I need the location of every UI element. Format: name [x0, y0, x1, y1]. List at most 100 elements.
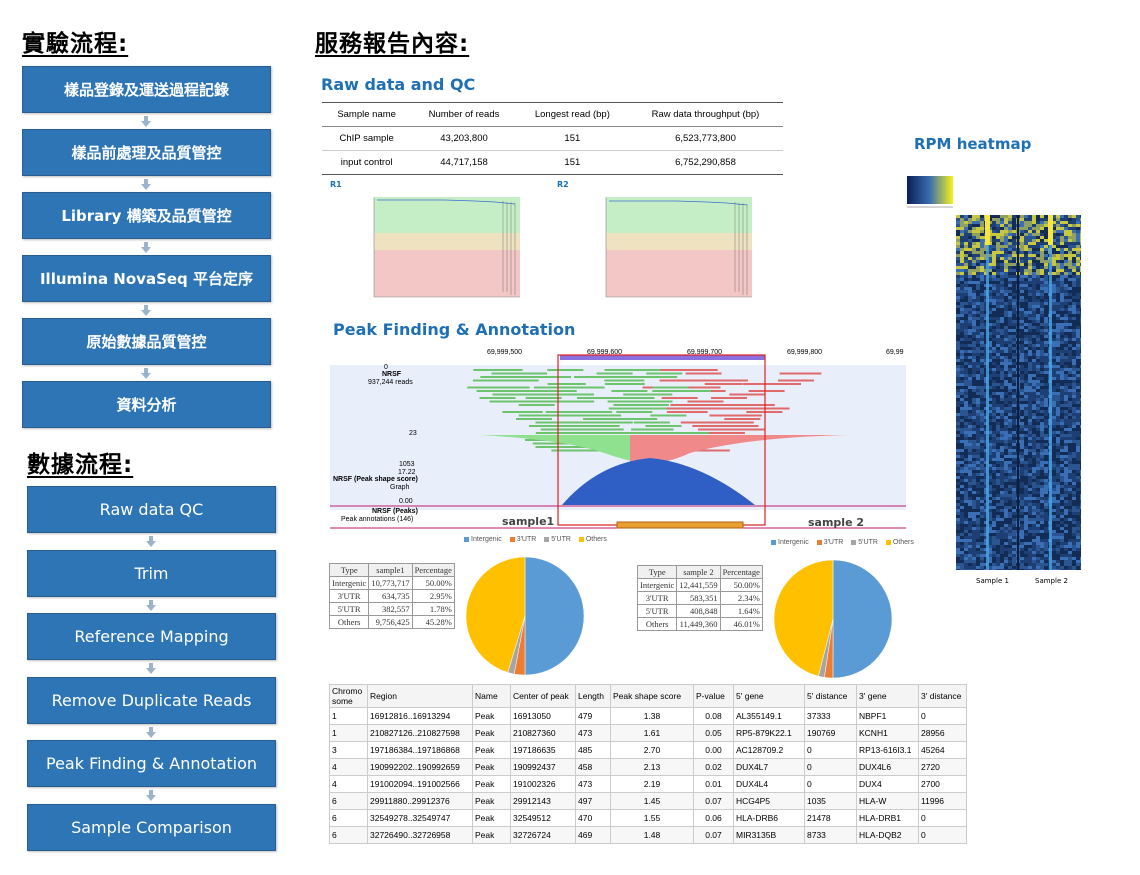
table-cell: 11996	[918, 792, 967, 810]
table-cell: 1.38	[610, 707, 694, 725]
track-nrsf: NRSF	[382, 371, 402, 378]
legend-swatch	[885, 539, 891, 545]
table-cell: Percentage	[411, 563, 455, 577]
peak-table-header-cell: 3' distance	[918, 684, 967, 708]
table-cell: Type	[636, 565, 678, 579]
peak-table: Chromo some Region Name Center of peak L…	[329, 684, 967, 844]
down-arrow-icon	[140, 368, 151, 379]
peak-table-header-cell: Region	[367, 684, 473, 708]
table-cell: 470	[575, 809, 611, 827]
table-cell: 0	[804, 741, 857, 759]
table-cell: 1	[329, 724, 368, 742]
down-arrow-icon	[145, 599, 156, 611]
table-cell: DUX4L7	[733, 758, 805, 776]
table-cell: 2720	[918, 758, 967, 776]
table-cell: 9,756,425	[368, 615, 413, 629]
table-cell: 190992202..190992659	[367, 758, 473, 776]
table-cell: 1.45	[610, 792, 694, 810]
table-cell: 210827360	[510, 724, 576, 742]
table-cell: 0.05	[693, 724, 734, 742]
table-cell: 32549512	[510, 809, 576, 827]
peak-table-header-cell: P-value	[693, 684, 734, 708]
table-cell: DUX4L4	[733, 775, 805, 793]
table-cell: 3'UTR	[636, 591, 678, 605]
table-row: Others 11,449,360 46.01%	[636, 617, 763, 631]
table-cell: 197186384..197186868	[367, 741, 473, 759]
table-cell: 0	[918, 707, 967, 725]
down-arrow-icon	[140, 305, 151, 316]
table-cell: Percentage	[719, 565, 763, 579]
pie-slice-others	[465, 556, 526, 673]
table-cell: 37333	[804, 707, 857, 725]
table-cell: 0.07	[693, 792, 734, 810]
table-row: 3 197186384..197186868 Peak 197186635 485 2.7…	[329, 741, 967, 759]
table-cell: 32549278..32549747	[367, 809, 473, 827]
peak-section-title: Peak Finding & Annotation	[333, 320, 576, 339]
down-arrow-icon	[145, 536, 156, 548]
peak-table-header-cell: Center of peak	[510, 684, 576, 708]
table-row: 1 16912816..16913294 Peak 16913050 479 1.38 0.…	[329, 707, 967, 725]
track-23: 23	[409, 430, 417, 437]
table-cell: 1035	[804, 792, 857, 810]
table-cell: 12,441,559	[676, 578, 721, 592]
table-cell: RP13-616I3.1	[856, 741, 919, 759]
raw-qc-cell: ChIP sample	[339, 133, 394, 144]
table-cell: 45264	[918, 741, 967, 759]
table-cell: 1.64%	[719, 604, 763, 618]
peak-table-header-cell: 3' gene	[856, 684, 919, 708]
table-row: 4 191002094..191002566 Peak 191002326 473 2.1…	[329, 775, 967, 793]
table-cell: 2.34%	[719, 591, 763, 605]
table-cell: 1.48	[610, 826, 694, 844]
table-cell: HLA-DRB1	[856, 809, 919, 827]
experiment_steps-step: 樣品前處理及品質管控	[22, 129, 271, 176]
legend-label: 5'UTR	[858, 539, 878, 546]
down-arrow-icon	[140, 116, 151, 127]
sample1-table: Type sample1 Percentage Intergenic 10,773…	[328, 563, 455, 629]
table-cell: 0.07	[693, 826, 734, 844]
raw-qc-cell: 151	[564, 133, 581, 144]
peak-table-header-cell: Chromo some	[329, 684, 368, 708]
peak-table-header-cell: Length	[575, 684, 611, 708]
table-cell: 32726724	[510, 826, 576, 844]
table-cell: 479	[575, 707, 611, 725]
table-cell: 2.95%	[411, 589, 455, 603]
data_steps-step: Sample Comparison	[27, 803, 276, 851]
coord-label: 69,99	[886, 349, 904, 356]
table-cell: Peak	[472, 792, 511, 810]
data_steps-step: Raw data QC	[27, 486, 276, 533]
table-cell: 29911880..29912376	[367, 792, 473, 810]
browser-tracks	[330, 354, 906, 529]
table-cell: KCNH1	[856, 724, 919, 742]
table-cell: 32726490..32726958	[367, 826, 473, 844]
table-row: 6 32726490..32726958 Peak 32726724 469 1.48 0.…	[329, 826, 967, 844]
table-cell: Peak	[472, 741, 511, 759]
table-cell: HLA-DQB2	[856, 826, 919, 844]
table-row: 5'UTR 382,557 1.78%	[328, 602, 455, 616]
raw-qc-header-cell: Raw data throughput (bp)	[627, 102, 783, 127]
table-cell: 2.19	[610, 775, 694, 793]
table-cell: 0.06	[693, 809, 734, 827]
track-shape-score: NRSF (Peak shape score)	[333, 476, 418, 483]
table-cell: Peak	[472, 826, 511, 844]
track-1053: 1053	[399, 461, 415, 468]
table-cell: 4	[329, 775, 368, 793]
raw-qc-header-cell: Number of reads	[411, 102, 517, 127]
table-cell: 583,351	[676, 591, 721, 605]
table-row: Others 9,756,425 45.28%	[328, 615, 455, 629]
table-cell: DUX4	[856, 775, 919, 793]
data_steps-step: Reference Mapping	[27, 613, 276, 660]
table-cell: 0	[804, 758, 857, 776]
rpm-heatmap	[956, 215, 1081, 570]
experiment_steps-step: 樣品登錄及運送過程記錄	[22, 66, 271, 113]
down-arrow-icon	[145, 790, 156, 802]
table-cell: 469	[575, 826, 611, 844]
raw-qc-cell: 6,752,290,858	[627, 150, 783, 175]
table-cell: 210827126..210827598	[367, 724, 473, 742]
table-cell: 28956	[918, 724, 967, 742]
raw-qc-row: ChIP sample 43,203,800 151 6,523,773,800	[322, 127, 783, 151]
raw-qc-cell: 43,203,800	[440, 133, 488, 144]
table-cell: 46.01%	[719, 617, 763, 631]
coord-label: 69,999,600	[587, 349, 623, 356]
raw-qc-table: Sample name Number of reads Longest read…	[322, 102, 783, 175]
peak-table-header-cell: 5' distance	[804, 684, 857, 708]
